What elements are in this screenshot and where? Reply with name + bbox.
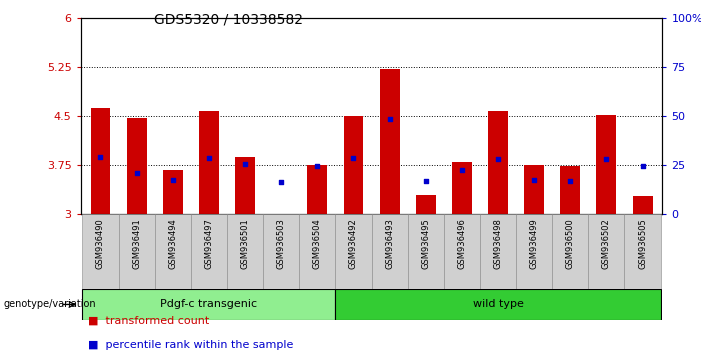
Text: wild type: wild type — [472, 299, 524, 309]
Bar — [127, 118, 147, 214]
Point — [95, 154, 106, 159]
Bar — [235, 156, 255, 214]
Bar — [625, 214, 660, 289]
Text: GSM936497: GSM936497 — [205, 218, 213, 269]
Bar — [90, 108, 111, 214]
Bar — [83, 214, 118, 289]
Text: GSM936499: GSM936499 — [530, 218, 538, 269]
Bar — [335, 214, 372, 289]
Point — [384, 116, 395, 121]
Bar — [488, 112, 508, 214]
Bar — [299, 214, 335, 289]
Point — [637, 164, 648, 169]
Bar — [552, 214, 588, 289]
Bar — [227, 214, 263, 289]
Text: GSM936505: GSM936505 — [638, 218, 647, 269]
Bar — [263, 214, 299, 289]
Point — [275, 179, 287, 185]
Bar — [307, 165, 327, 214]
Point — [312, 164, 323, 169]
Bar — [560, 166, 580, 214]
Point — [131, 170, 142, 176]
Text: GSM936491: GSM936491 — [132, 218, 141, 269]
Text: GSM936494: GSM936494 — [168, 218, 177, 269]
Bar — [408, 214, 444, 289]
Text: GSM936500: GSM936500 — [566, 218, 575, 269]
Bar — [372, 214, 408, 289]
Point — [601, 156, 612, 162]
Bar — [271, 213, 291, 214]
Bar — [444, 214, 480, 289]
Point — [529, 177, 540, 183]
Point — [420, 178, 431, 184]
Bar — [588, 214, 625, 289]
Text: GSM936496: GSM936496 — [457, 218, 466, 269]
Text: GSM936503: GSM936503 — [277, 218, 286, 269]
Bar — [452, 162, 472, 214]
Text: GSM936498: GSM936498 — [494, 218, 503, 269]
Point — [240, 161, 251, 167]
Bar — [416, 195, 436, 214]
Text: GSM936502: GSM936502 — [602, 218, 611, 269]
Point — [203, 155, 215, 161]
Bar — [335, 289, 660, 320]
Text: GSM936504: GSM936504 — [313, 218, 322, 269]
Point — [492, 156, 503, 162]
Text: GSM936490: GSM936490 — [96, 218, 105, 269]
Bar — [83, 289, 335, 320]
Text: GSM936493: GSM936493 — [385, 218, 394, 269]
Point — [565, 178, 576, 184]
Bar — [118, 214, 155, 289]
Point — [167, 177, 178, 183]
Text: ■  transformed count: ■ transformed count — [88, 316, 209, 326]
Bar — [516, 214, 552, 289]
Bar — [155, 214, 191, 289]
Bar — [199, 112, 219, 214]
Text: GSM936495: GSM936495 — [421, 218, 430, 269]
Text: GSM936501: GSM936501 — [240, 218, 250, 269]
Bar — [524, 165, 544, 214]
Text: GDS5320 / 10338582: GDS5320 / 10338582 — [154, 12, 304, 27]
Text: GSM936492: GSM936492 — [349, 218, 358, 269]
Bar — [343, 116, 363, 214]
Text: Pdgf-c transgenic: Pdgf-c transgenic — [161, 299, 257, 309]
Point — [348, 155, 359, 161]
Bar — [632, 196, 653, 214]
Bar — [163, 170, 183, 214]
Bar — [380, 69, 400, 214]
Point — [456, 167, 468, 172]
Text: genotype/variation: genotype/variation — [4, 299, 96, 309]
Bar — [191, 214, 227, 289]
Text: ■  percentile rank within the sample: ■ percentile rank within the sample — [88, 341, 293, 350]
Bar — [480, 214, 516, 289]
Bar — [597, 115, 616, 214]
